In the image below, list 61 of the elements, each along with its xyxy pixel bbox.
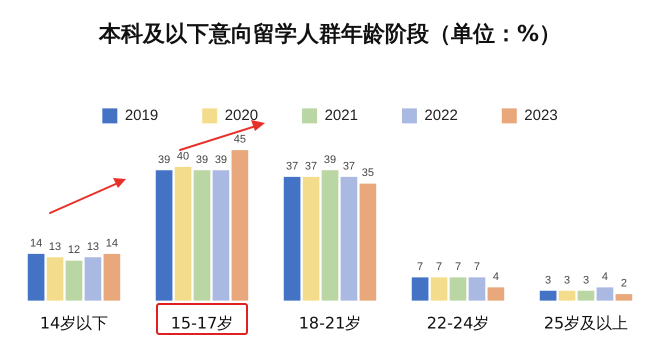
data-label: 4 bbox=[602, 270, 608, 283]
data-label: 14 bbox=[30, 237, 42, 250]
bar bbox=[430, 277, 448, 301]
bar bbox=[412, 277, 428, 301]
bar bbox=[174, 166, 192, 301]
data-label: 39 bbox=[324, 154, 336, 166]
data-label: 39 bbox=[196, 154, 208, 166]
data-label: 7 bbox=[474, 260, 480, 273]
bar bbox=[232, 150, 248, 301]
bar bbox=[284, 176, 300, 301]
data-label: 37 bbox=[342, 160, 356, 172]
data-label: 39 bbox=[214, 154, 228, 166]
data-label: 4 bbox=[492, 270, 499, 283]
data-label: 39 bbox=[158, 154, 170, 166]
bar bbox=[302, 176, 320, 301]
bar bbox=[578, 290, 594, 301]
chart-title: 本科及以下意向留学人群年龄阶段（单位：%） bbox=[98, 22, 562, 47]
data-label: 3 bbox=[564, 274, 570, 286]
bar bbox=[360, 184, 376, 301]
data-label: 7 bbox=[436, 260, 442, 273]
bar bbox=[468, 277, 486, 301]
bar bbox=[340, 176, 358, 301]
data-label: 45 bbox=[234, 134, 246, 146]
bar bbox=[212, 170, 230, 301]
data-label: 7 bbox=[454, 260, 462, 273]
bar bbox=[104, 254, 120, 301]
data-label: 37 bbox=[304, 160, 318, 172]
data-label: 2 bbox=[620, 278, 627, 290]
data-label: 13 bbox=[48, 240, 62, 253]
bar bbox=[156, 170, 172, 301]
x-tick-label: 22-24岁 bbox=[426, 314, 490, 333]
bar bbox=[66, 260, 82, 301]
x-tick-label: 18-21岁 bbox=[298, 314, 362, 333]
bar bbox=[596, 287, 614, 301]
bar bbox=[558, 290, 576, 301]
bar bbox=[46, 257, 64, 301]
bar bbox=[194, 170, 210, 301]
x-tick-label: 15-17岁 bbox=[170, 314, 234, 333]
legend-label: 2021 bbox=[324, 107, 358, 124]
data-label: 3 bbox=[545, 274, 552, 286]
bar bbox=[28, 254, 44, 301]
bar bbox=[322, 170, 338, 301]
bar bbox=[616, 294, 632, 301]
data-label: 7 bbox=[417, 260, 424, 273]
bar bbox=[450, 277, 466, 301]
data-label: 14 bbox=[106, 237, 118, 250]
legend-label: 2022 bbox=[424, 107, 458, 124]
data-label: 40 bbox=[176, 150, 190, 162]
x-tick-label: 25岁及以上 bbox=[544, 314, 628, 333]
legend-label: 2020 bbox=[224, 107, 258, 124]
data-label: 12 bbox=[68, 244, 80, 256]
data-label: 13 bbox=[86, 240, 100, 253]
data-label: 35 bbox=[362, 167, 374, 180]
legend-label: 2023 bbox=[524, 107, 558, 124]
x-tick-label: 14岁以下 bbox=[40, 314, 108, 333]
bar bbox=[488, 287, 504, 301]
legend-label: 2019 bbox=[124, 107, 158, 124]
bar bbox=[84, 257, 102, 301]
data-label: 37 bbox=[286, 160, 298, 172]
data-label: 3 bbox=[582, 274, 590, 286]
bar bbox=[540, 290, 556, 301]
